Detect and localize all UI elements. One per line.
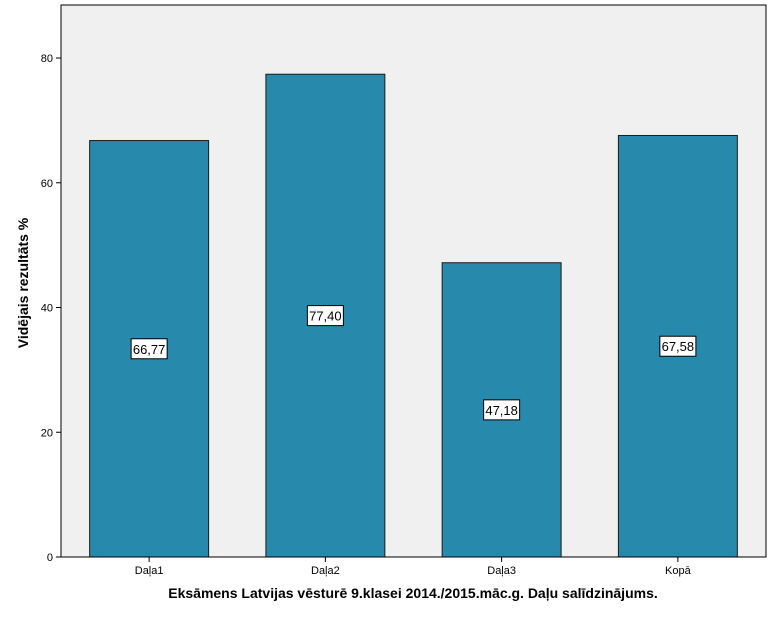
data-label-box-2 (306, 305, 344, 327)
data-label-box-3 (483, 399, 521, 421)
y-tick-label-20: 20 (41, 427, 53, 439)
y-tick-label-60: 60 (41, 178, 53, 190)
x-tick-label-3: Daļa3 (487, 565, 516, 577)
y-axis-title: Vidējais rezultāts % (15, 217, 31, 348)
data-label-3: 47,18 (485, 403, 518, 418)
x-tick-label-1: Daļa1 (135, 565, 164, 577)
data-label-4: 67,58 (662, 339, 695, 354)
data-label-1: 66,77 (133, 342, 166, 357)
x-axis-title: Eksāmens Latvijas vēsturē 9.klasei 2014.… (168, 585, 658, 601)
data-label-box-4 (659, 335, 697, 357)
y-tick-label-40: 40 (41, 303, 53, 315)
x-tick-label-2: Daļa2 (311, 565, 340, 577)
data-label-2: 77,40 (309, 309, 342, 324)
y-tick-label-80: 80 (41, 53, 53, 65)
data-label-box-1 (130, 338, 168, 360)
y-tick-label-0: 0 (47, 552, 53, 564)
x-tick-label-4: Kopā (665, 565, 692, 577)
